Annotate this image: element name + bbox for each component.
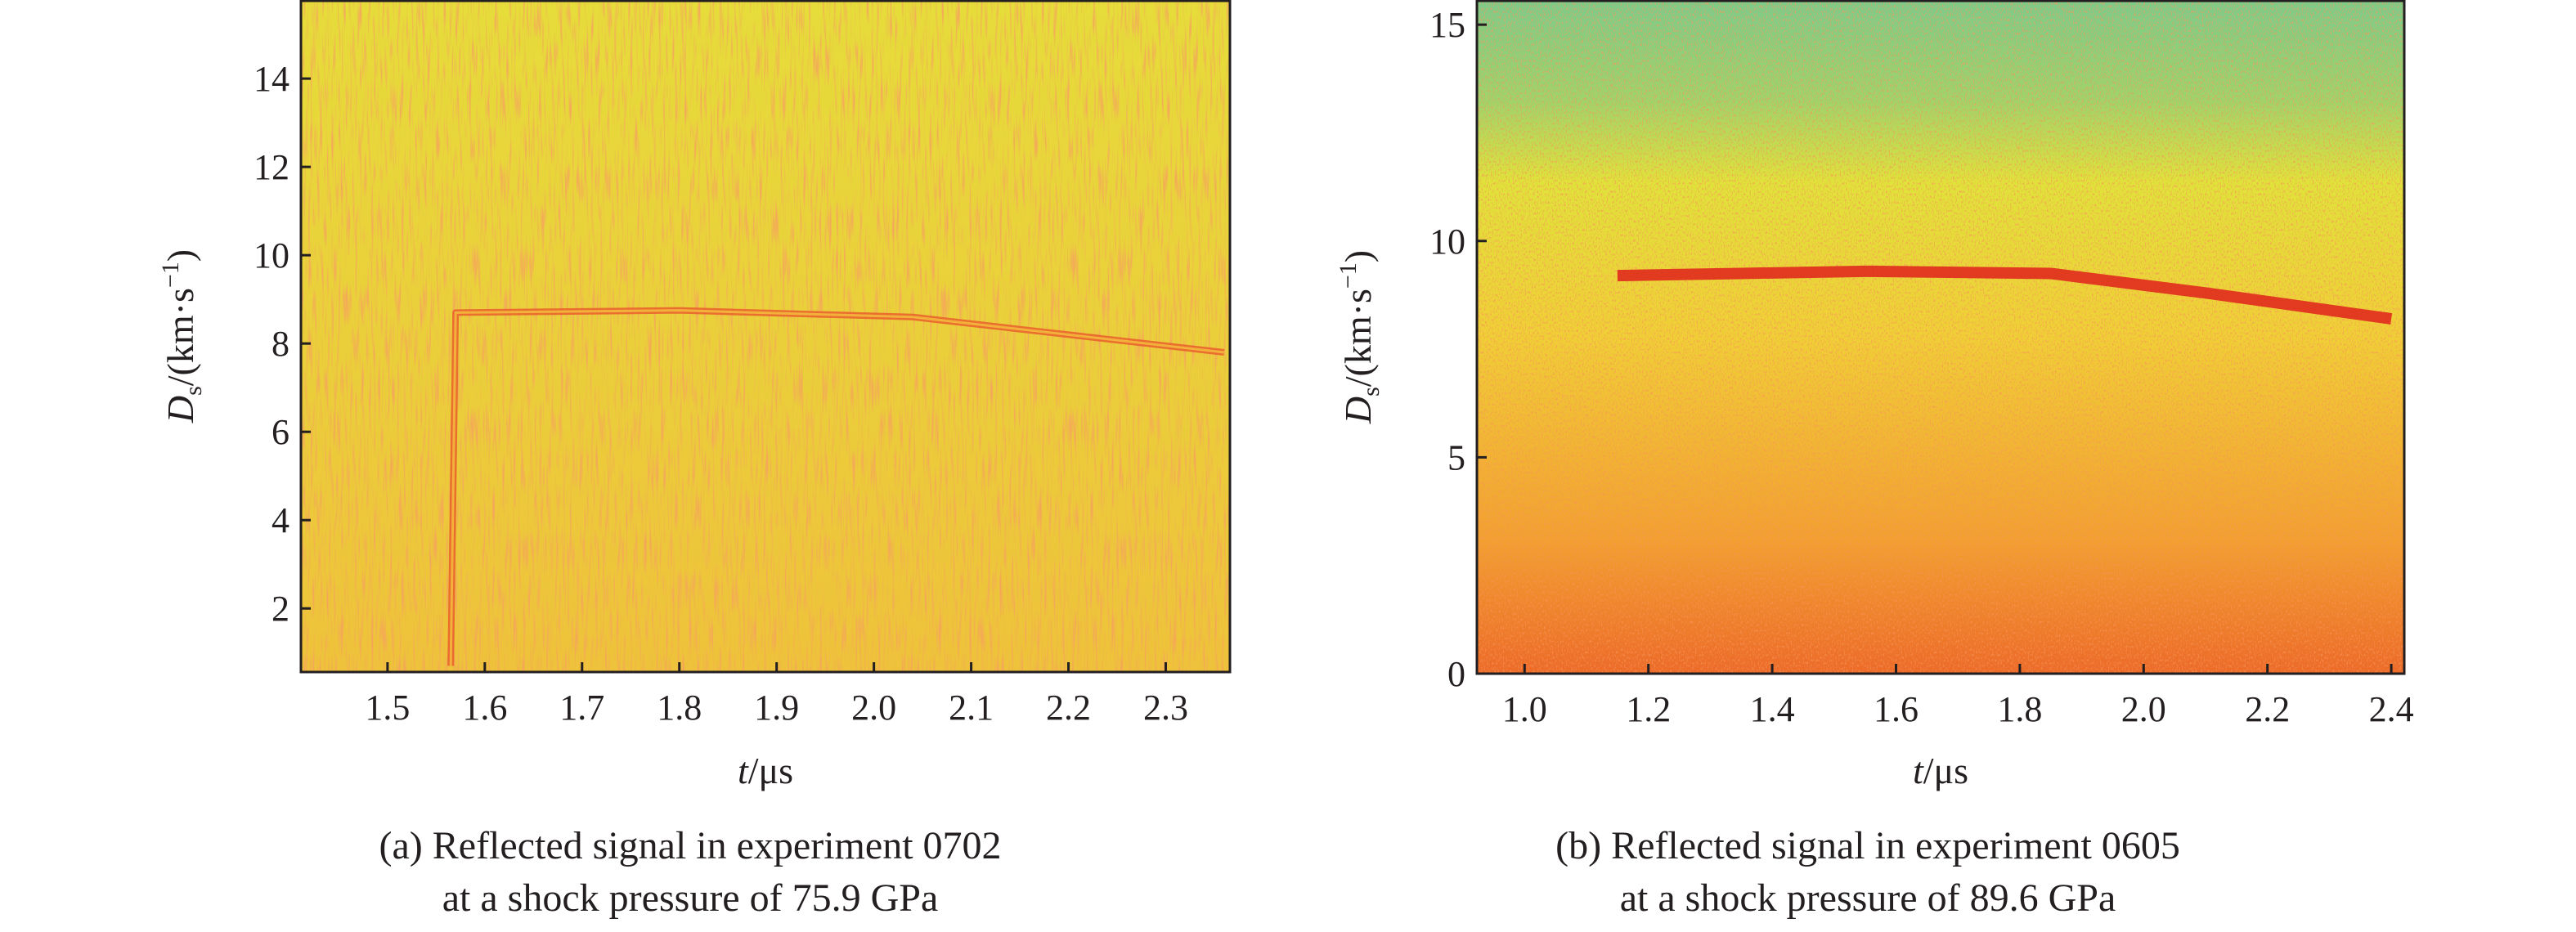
y-tick-label: 8 (272, 324, 289, 364)
x-tick-label: 1.2 (1626, 689, 1671, 729)
x-tick-label: 2.1 (949, 688, 994, 728)
x-label-unit: /μs (1923, 750, 1968, 791)
x-tick-label: 1.4 (1750, 689, 1795, 729)
x-label-symbol: t (1913, 750, 1924, 791)
y-label-superscript: −1 (157, 262, 184, 288)
x-tick-label: 1.8 (657, 688, 702, 728)
y-tick-label: 10 (254, 235, 289, 276)
x-label-unit: /μs (748, 750, 793, 791)
y-label-superscript: −1 (1335, 262, 1362, 289)
caption-line: at a shock pressure of 89.6 GPa (1620, 876, 2116, 920)
y-axis-label: Ds/(km·s−1) (157, 249, 207, 423)
y-tick-label: 10 (1429, 222, 1465, 262)
x-tick-label: 2.3 (1143, 688, 1188, 728)
trace-line (1617, 265, 2393, 325)
trace-core (449, 309, 1225, 666)
y-label-symbol: D (1337, 397, 1379, 424)
x-axis-label: t/μs (1913, 750, 1968, 791)
y-tick-label: 5 (1447, 437, 1465, 477)
x-tick-label: 2.2 (2245, 689, 2290, 729)
x-axis-label: t/μs (738, 750, 793, 791)
y-label-symbol: D (159, 396, 201, 423)
x-tick-label: 2.2 (1046, 688, 1091, 728)
plot-frame (1475, 0, 2406, 675)
x-tick-label: 1.6 (1874, 689, 1919, 729)
x-tick-label: 1.0 (1502, 689, 1547, 729)
y-tick-label: 0 (1447, 654, 1465, 694)
x-tick-label: 2.4 (2369, 689, 2414, 729)
y-label-subscript: s (1358, 387, 1384, 397)
x-tick-label: 2.0 (851, 688, 896, 728)
y-label-unit: /(km·s (159, 288, 201, 386)
y-tick-label: 4 (272, 500, 289, 540)
x-tick-label: 1.5 (365, 688, 410, 728)
y-label-close: ) (159, 249, 201, 262)
plot-frame (299, 0, 1232, 674)
y-label-close: ) (1337, 250, 1379, 262)
x-tick-label: 1.7 (559, 688, 604, 728)
x-label-symbol: t (738, 750, 749, 791)
caption-line: at a shock pressure of 75.9 GPa (442, 876, 939, 920)
x-tick-label: 1.6 (462, 688, 507, 728)
y-tick-label: 14 (254, 59, 289, 99)
y-axis-label: Ds/(km·s−1) (1335, 250, 1384, 424)
y-tick-label: 15 (1429, 5, 1465, 45)
caption-line: (a) Reflected signal in experiment 0702 (379, 824, 1001, 867)
y-tick-label: 2 (272, 589, 289, 629)
x-tick-label: 1.9 (754, 688, 799, 728)
x-tick-label: 1.8 (1997, 689, 2042, 729)
y-tick-label: 12 (254, 147, 289, 187)
spectrogram-noise (1477, 0, 2404, 674)
caption-line: (b) Reflected signal in experiment 0605 (1555, 824, 2180, 867)
x-tick-label: 2.0 (2121, 689, 2166, 729)
y-label-subscript: s (180, 386, 207, 396)
y-tick-label: 6 (272, 412, 289, 452)
y-label-unit: /(km·s (1337, 289, 1379, 387)
